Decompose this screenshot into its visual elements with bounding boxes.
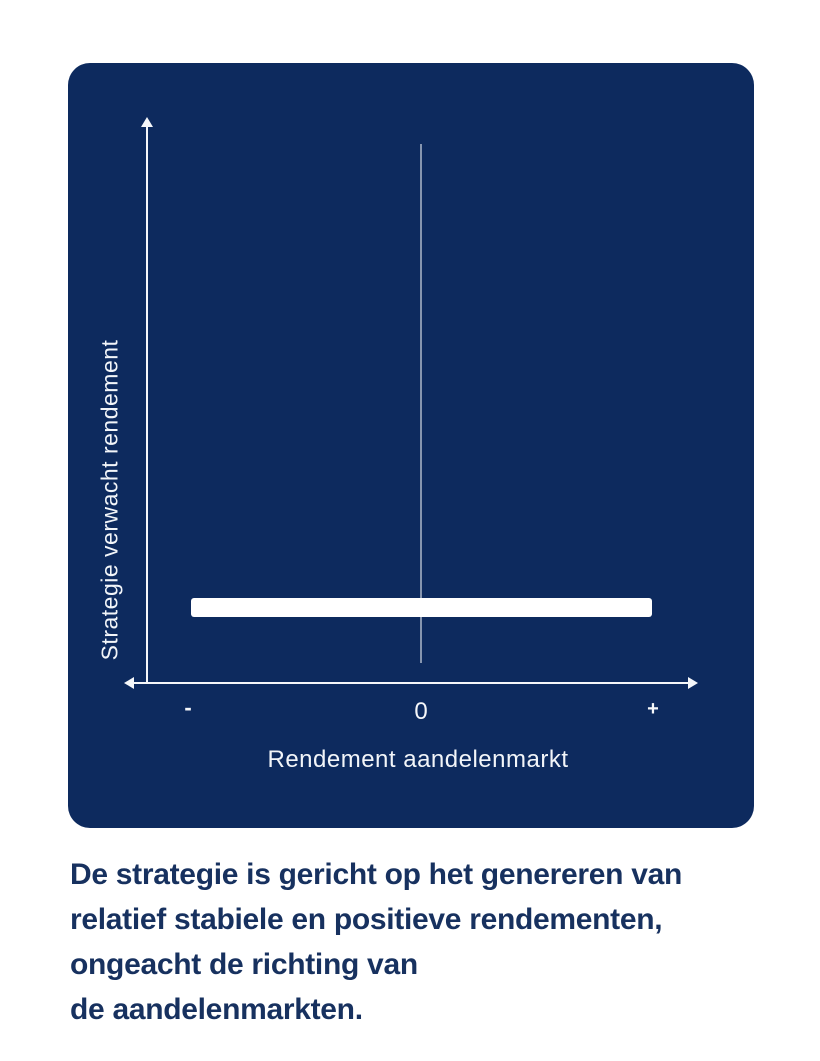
x-axis-label: Rendement aandelenmarkt [267, 746, 569, 773]
x-tick-plus: + [647, 698, 659, 720]
x-axis-line [133, 682, 689, 684]
y-axis-arrow-up-icon [140, 117, 153, 127]
caption-line-1: De strategie is gericht op het genereren… [70, 858, 682, 891]
y-axis-label: Strategie verwacht rendement [96, 339, 123, 661]
x-axis-arrow-left-icon [124, 676, 134, 689]
y-axis-line [146, 125, 148, 683]
zero-reference-line [420, 144, 422, 663]
x-axis-arrow-right-icon [688, 676, 698, 689]
x-tick-zero: 0 [414, 698, 428, 725]
strategy-chart-card: Strategie verwacht rendement - 0 + Rende… [68, 63, 754, 828]
caption: De strategie is gericht op het genereren… [70, 852, 790, 1032]
strategy-return-bar [191, 598, 652, 617]
caption-line-4: de aandelenmarkten. [70, 993, 363, 1026]
caption-line-2: relatief stabiele en positieve rendement… [70, 903, 663, 936]
x-tick-minus: - [184, 695, 192, 720]
caption-line-3: ongeacht de richting van [70, 948, 418, 981]
